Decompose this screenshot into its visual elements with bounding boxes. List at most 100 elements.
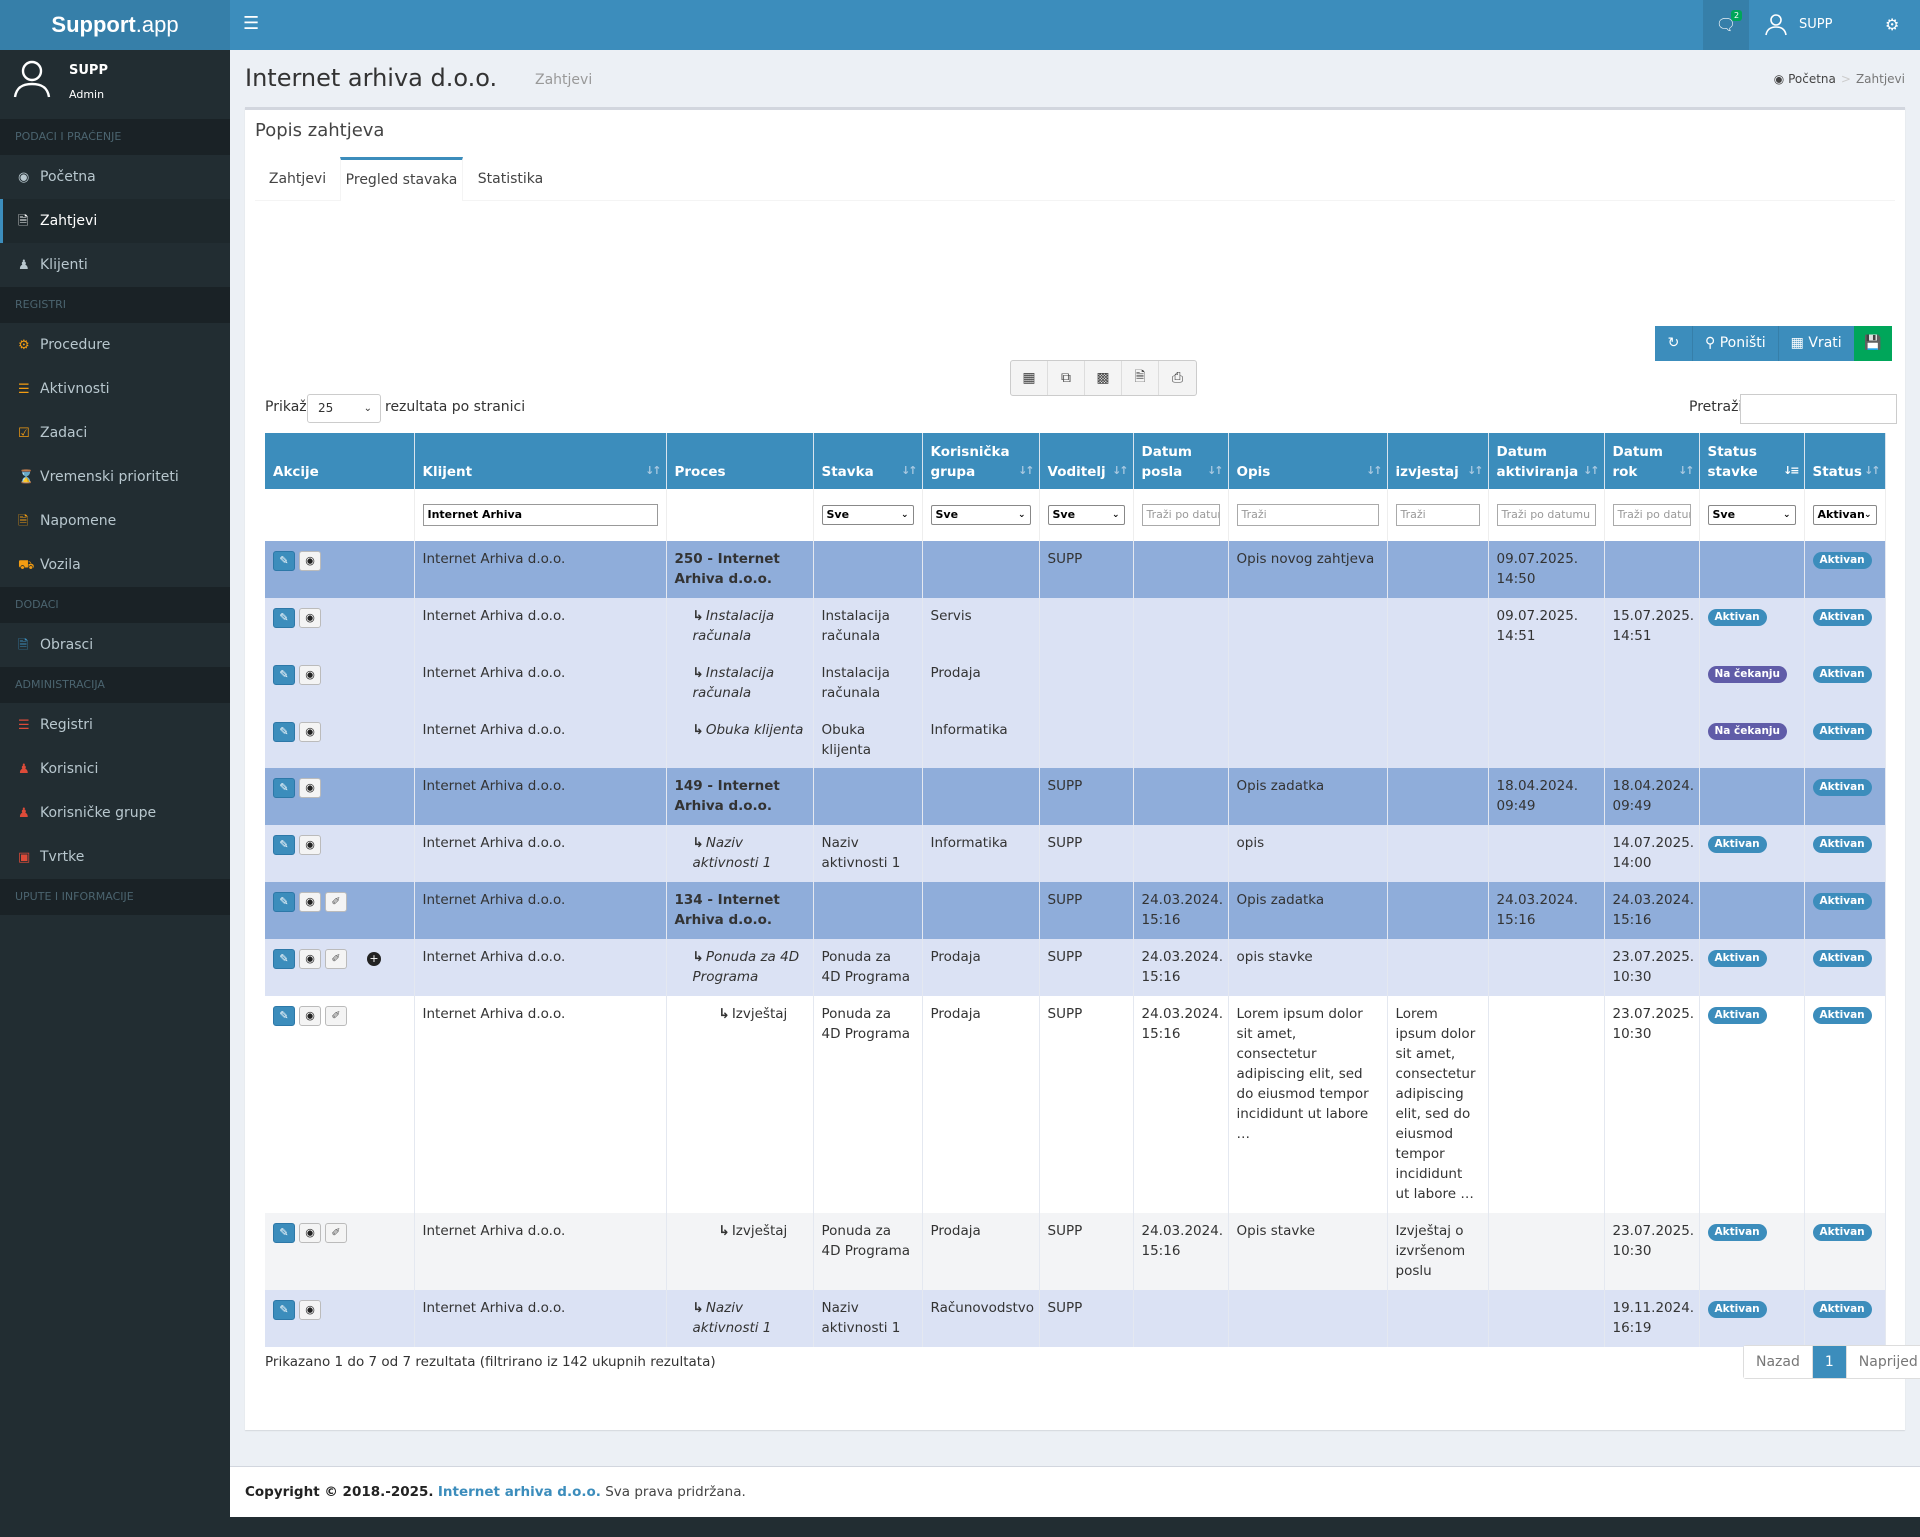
edit-icon[interactable]: ✎ [273,835,295,855]
paperclip-icon[interactable]: ✐ [325,1006,347,1026]
paperclip-icon[interactable]: ✐ [325,1223,347,1243]
col-status-stavke[interactable]: Status stavke ↓≡ [1699,433,1805,489]
tab-statistika[interactable]: Statistika [477,171,544,187]
filter-klijent-input[interactable]: Internet Arhiva [422,504,658,526]
table-row[interactable]: ✎ ◉ ✐ Internet Arhiva d.o.o. ↳ Izvještaj Po… [265,996,1886,1213]
edit-icon[interactable]: ✎ [273,1006,295,1026]
filter-stavka-select[interactable]: Sve ⌄ [821,505,914,525]
excel-button[interactable]: ▩ [1085,361,1122,395]
col-korisnicka-grupa[interactable]: Korisnička grupa ↓↑ [922,433,1040,489]
filter-izvjestaj-input[interactable]: Traži [1395,504,1480,526]
edit-icon[interactable]: ✎ [273,778,295,798]
table-row[interactable]: ✎ ◉ Internet Arhiva d.o.o. ↳ Naziv aktivno… [265,1290,1886,1347]
eye-icon[interactable]: ◉ [299,778,321,798]
sidebar-item-vozila[interactable]: ⛟ Vozila [0,543,230,587]
sidebar-item-obrasci[interactable]: 🗎 Obrasci [0,623,230,667]
pdf-button[interactable]: 🗎 [1122,361,1159,395]
col-datum-posla[interactable]: Datum posla ↓↑ [1133,433,1229,489]
column-visibility-button[interactable]: ▦ [1011,361,1048,395]
filter-status-select[interactable]: Aktivan ⌄ [1812,505,1877,525]
edit-icon[interactable]: ✎ [273,551,295,571]
table-row[interactable]: ✎ ◉ ✐ Internet Arhiva d.o.o. 134 - Interne… [265,882,1886,939]
table-row[interactable]: ✎ ◉ Internet Arhiva d.o.o. 250 - Internet… [265,541,1886,598]
table-row[interactable]: ✎ ◉ Internet Arhiva d.o.o. ↳ Instalacija r… [265,655,1886,712]
restore-button[interactable]: ▦ Vrati [1778,326,1854,361]
eye-icon[interactable]: ◉ [299,949,321,969]
copy-button[interactable]: ⧉ [1048,361,1085,395]
paperclip-icon[interactable]: ✐ [325,892,347,912]
page-length-select[interactable]: 25 ⌄ [307,394,381,423]
footer-company-link[interactable]: Internet arhiva d.o.o. [437,1484,601,1500]
col-klijent[interactable]: Klijent ↓↑ [414,433,667,489]
table-row[interactable]: ✎ ◉ ✐ Internet Arhiva d.o.o. ↳ Izvještaj Po… [265,1213,1886,1290]
sidebar-item-klijenti[interactable]: ♟ Klijenti [0,243,230,287]
sidebar-item-korisnici[interactable]: ♟ Korisnici [0,747,230,791]
sidebar-item-vremenski-prioriteti[interactable]: ⌛ Vremenski prioriteti [0,455,230,499]
print-button[interactable]: ⎙ [1159,361,1196,395]
edit-icon[interactable]: ✎ [273,665,295,685]
sidebar-item-zahtjevi[interactable]: 🗎 Zahtjevi [0,199,230,243]
filter-datum-posla-input[interactable]: Traži po datumu [1141,504,1220,526]
reset-button[interactable]: ⚲ Poništi [1693,326,1779,361]
col-datum-aktiviranja[interactable]: Datum aktiviranja ↓↑ [1488,433,1605,489]
edit-icon[interactable]: ✎ [273,1223,295,1243]
sidebar-toggle-icon[interactable]: ☰ [243,13,260,34]
search-input[interactable] [1740,394,1897,424]
eye-icon[interactable]: ◉ [299,1300,321,1320]
sidebar-item-aktivnosti[interactable]: ☰ Aktivnosti [0,367,230,411]
plus-circle-icon[interactable]: + [367,952,381,966]
table-row[interactable]: ✎ ◉ Internet Arhiva d.o.o. ↳ Instalacija r… [265,598,1886,655]
eye-icon[interactable]: ◉ [299,665,321,685]
filter-status-stavke-select[interactable]: Sve ⌄ [1707,505,1796,525]
cell-opis [1228,712,1388,768]
tab-pregled-stavaka[interactable]: Pregled stavaka [340,157,463,201]
breadcrumb-home-link[interactable]: Početna [1788,72,1836,86]
col-datum-rok[interactable]: Datum rok ↓↑ [1604,433,1700,489]
eye-icon[interactable]: ◉ [299,551,321,571]
eye-icon[interactable]: ◉ [299,835,321,855]
sidebar-item-tvrtke[interactable]: ▣ Tvrtke [0,835,230,879]
messages-button[interactable]: 🗨 2 [1703,0,1749,50]
tab-zahtjevi[interactable]: Zahtjevi [268,171,327,187]
edit-icon[interactable]: ✎ [273,949,295,969]
sidebar-item-registri[interactable]: ☰ Registri [0,703,230,747]
table-row[interactable]: ✎ ◉ Internet Arhiva d.o.o. ↳ Obuka klijent… [265,712,1886,768]
refresh-button[interactable]: ↻ [1655,326,1693,361]
col-izvjestaj[interactable]: izvjestaj ↓↑ [1387,433,1489,489]
app-logo[interactable]: Support.app [0,0,230,50]
filter-datum-rok-input[interactable]: Traži po datumu [1612,504,1691,526]
sidebar-item-procedure[interactable]: ⚙ Procedure [0,323,230,367]
eye-icon[interactable]: ◉ [299,1223,321,1243]
sidebar-item-napomene[interactable]: 🗎 Napomene [0,499,230,543]
col-opis[interactable]: Opis ↓↑ [1228,433,1388,489]
filter-grupa-select[interactable]: Sve ⌄ [930,505,1031,525]
settings-cogs-icon[interactable]: ⚙ [1885,15,1900,34]
page-1-button[interactable]: 1 [1812,1346,1847,1378]
sidebar-item-zadaci[interactable]: ☑ Zadaci [0,411,230,455]
save-state-button[interactable]: 💾 [1853,326,1892,361]
cell-proces: ↳ Naziv aktivnosti 1 [666,825,814,882]
edit-icon[interactable]: ✎ [273,608,295,628]
filter-opis-input[interactable]: Traži [1236,504,1379,526]
prev-page-button[interactable]: Nazad [1744,1346,1813,1378]
col-voditelj[interactable]: Voditelj ↓↑ [1039,433,1134,489]
col-status[interactable]: Status ↓↑ [1804,433,1886,489]
next-page-button[interactable]: Naprijed [1846,1346,1920,1378]
sidebar-item-pocetna[interactable]: ◉ Početna [0,155,230,199]
eye-icon[interactable]: ◉ [299,892,321,912]
table-row[interactable]: ✎ ◉ Internet Arhiva d.o.o. 149 - Internet… [265,768,1886,825]
edit-icon[interactable]: ✎ [273,1300,295,1320]
filter-voditelj-select[interactable]: Sve ⌄ [1047,505,1125,525]
sidebar-item-korisnicke-grupe[interactable]: ♟ Korisničke grupe [0,791,230,835]
eye-icon[interactable]: ◉ [299,608,321,628]
eye-icon[interactable]: ◉ [299,722,321,742]
table-row[interactable]: ✎ ◉ Internet Arhiva d.o.o. ↳ Naziv aktivno… [265,825,1886,882]
eye-icon[interactable]: ◉ [299,1006,321,1026]
table-row[interactable]: ✎ ◉ ✐ + Internet Arhiva d.o.o. ↳ Ponuda za 4… [265,939,1886,996]
edit-icon[interactable]: ✎ [273,892,295,912]
edit-icon[interactable]: ✎ [273,722,295,742]
paperclip-icon[interactable]: ✐ [325,949,347,969]
cell-status: Aktivan [1804,712,1886,768]
filter-datum-aktiviranja-input[interactable]: Traži po datumu [1496,504,1596,526]
col-stavka[interactable]: Stavka ↓↑ [813,433,923,489]
